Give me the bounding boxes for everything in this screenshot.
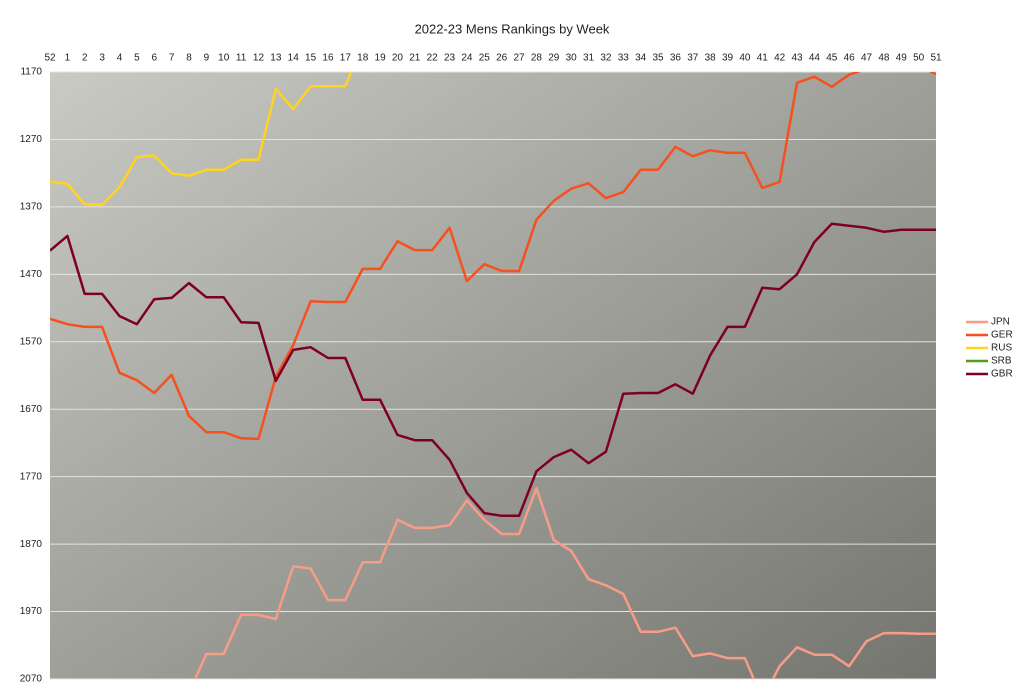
y-tick-label: 1470 [20, 269, 43, 280]
series-line [50, 72, 353, 207]
x-tick-label: 29 [548, 53, 560, 64]
x-tick-label: 22 [427, 53, 439, 64]
series-line [50, 222, 936, 518]
y-tick-label: 1370 [20, 202, 43, 213]
x-tick-label: 34 [635, 53, 647, 64]
x-tick-label: 39 [722, 53, 734, 64]
y-tick-label: 1570 [20, 336, 43, 347]
x-tick-label: 19 [375, 53, 387, 64]
x-tick-label: 1 [65, 53, 71, 64]
x-tick-label: 40 [739, 53, 751, 64]
x-tick-label: 3 [99, 53, 105, 64]
x-tick-label: 38 [705, 53, 717, 64]
x-tick-label: 42 [774, 53, 786, 64]
x-tick-label: 50 [913, 53, 925, 64]
x-tick-label: 37 [687, 53, 699, 64]
x-tick-label: 49 [896, 53, 908, 64]
x-tick-label: 44 [809, 53, 821, 64]
chart-title: 2022-23 Mens Rankings by Week [415, 21, 610, 36]
x-tick-label: 45 [826, 53, 838, 64]
y-tick-label: 1770 [20, 471, 43, 482]
legend-label: GER [991, 330, 1013, 341]
x-tick-label: 23 [444, 53, 456, 64]
x-tick-label: 13 [270, 53, 282, 64]
x-tick-label: 17 [340, 53, 352, 64]
x-tick-label: 15 [305, 53, 317, 64]
x-tick-label: 6 [151, 53, 157, 64]
y-tick-label: 2070 [20, 674, 43, 685]
x-tick-label: 14 [288, 53, 300, 64]
x-tick-label: 9 [204, 53, 210, 64]
series-line [193, 486, 936, 679]
x-tick-label: 52 [44, 53, 56, 64]
x-tick-label: 11 [236, 53, 247, 64]
y-tick-label: 1670 [20, 404, 43, 415]
x-tick-label: 5 [134, 53, 140, 64]
x-tick-label: 32 [600, 53, 612, 64]
x-tick-label: 8 [186, 53, 192, 64]
y-tick-label: 1270 [20, 134, 43, 145]
y-tick-label: 1170 [20, 67, 42, 78]
x-tick-label: 4 [117, 53, 123, 64]
x-tick-label: 33 [618, 53, 630, 64]
x-tick-label: 2 [82, 53, 88, 64]
x-tick-label: 10 [218, 53, 230, 64]
series-line [50, 72, 936, 441]
x-tick-label: 51 [930, 53, 942, 64]
x-tick-label: 46 [844, 53, 856, 64]
x-tick-label: 41 [757, 53, 769, 64]
x-tick-label: 20 [392, 53, 404, 64]
legend-label: JPN [991, 317, 1010, 328]
x-tick-label: 35 [652, 53, 664, 64]
plot-area [50, 72, 936, 679]
x-tick-label: 30 [566, 53, 578, 64]
y-tick-label: 1870 [20, 539, 43, 550]
x-tick-label: 47 [861, 53, 873, 64]
x-tick-label: 7 [169, 53, 175, 64]
x-tick-label: 48 [878, 53, 890, 64]
x-tick-label: 31 [583, 53, 595, 64]
x-tick-label: 24 [461, 53, 473, 64]
x-tick-label: 27 [513, 53, 525, 64]
legend-label: RUS [991, 343, 1012, 354]
x-tick-label: 18 [357, 53, 369, 64]
x-tick-label: 16 [322, 53, 334, 64]
legend-label: SRB [991, 356, 1012, 367]
legend-label: GBR [991, 369, 1013, 380]
x-tick-label: 12 [253, 53, 265, 64]
x-tick-label: 21 [409, 53, 421, 64]
x-tick-label: 36 [670, 53, 682, 64]
x-tick-label: 43 [791, 53, 803, 64]
x-tick-label: 26 [496, 53, 508, 64]
y-tick-label: 1970 [20, 606, 43, 617]
x-tick-label: 28 [531, 53, 543, 64]
x-tick-label: 25 [479, 53, 491, 64]
